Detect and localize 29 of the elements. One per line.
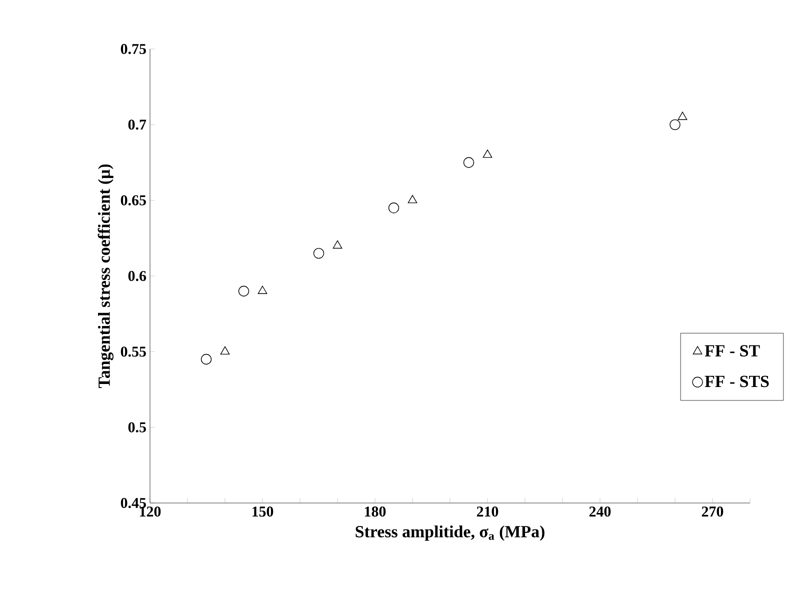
x-tick-label: 240 (589, 506, 611, 517)
point (463, 157, 474, 168)
y-tick-label: 0.7 (128, 120, 146, 130)
point (388, 202, 400, 214)
y-tick-label: 0.75 (120, 44, 146, 54)
x-tick-label: 180 (365, 506, 386, 517)
point (670, 119, 680, 130)
y-tick-label: 0.55 (120, 346, 146, 357)
x-tick-label: 120 (140, 506, 161, 517)
point (200, 354, 212, 365)
y-tick-label: 0.65 (120, 195, 146, 206)
x-tick-label: 210 (476, 506, 498, 517)
y-tick-label: 0.5 (128, 422, 146, 432)
y-tick-label: 0.45 (120, 498, 146, 508)
legend-label: FF - STS (704, 376, 769, 388)
point (258, 286, 268, 294)
point (332, 240, 342, 249)
point (482, 150, 492, 158)
point (238, 286, 250, 296)
x-tick-label: 150 (252, 506, 274, 517)
legend-label: FF - ST (704, 345, 760, 357)
y-axis-title: Tangential stress coefficient (μ) (98, 164, 114, 388)
point (220, 346, 230, 355)
x-tick-label: 270 (702, 506, 724, 517)
y-tick-label: 0.6 (128, 270, 146, 282)
point (408, 194, 418, 204)
point (313, 248, 324, 259)
point (678, 112, 688, 120)
x-axis-title: Stress amplitide, σ$_{a}$ (MPa) (356, 525, 544, 541)
